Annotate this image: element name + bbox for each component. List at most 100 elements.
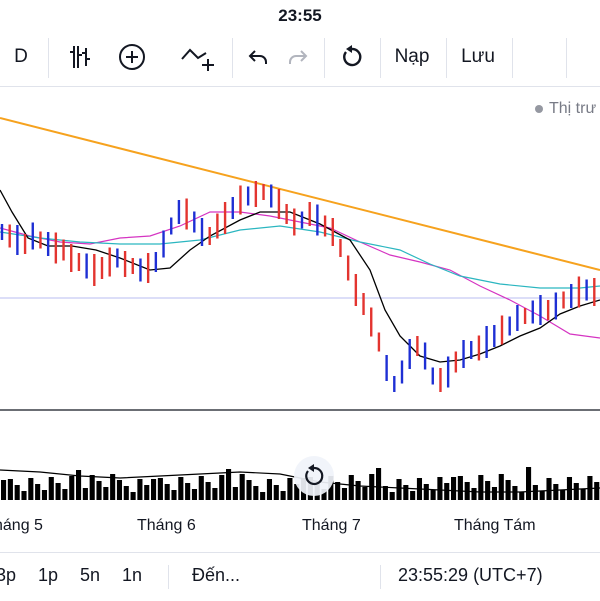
volume-bar — [76, 470, 82, 500]
volume-bar — [287, 478, 293, 500]
volume-bar — [532, 485, 538, 500]
volume-bar — [157, 478, 163, 500]
volume-bar — [123, 486, 129, 500]
volume-bar — [103, 487, 109, 500]
toolbar-divider — [446, 38, 447, 78]
volume-bar — [512, 486, 518, 500]
x-axis-label: Tháng 6 — [137, 517, 196, 534]
price-chart[interactable] — [0, 86, 600, 586]
x-axis-label: Tháng 7 — [302, 517, 361, 534]
volume-bar — [594, 482, 600, 500]
volume-bar — [539, 491, 545, 500]
volume-bar — [526, 467, 532, 500]
legend-hint[interactable]: Thị trư — [535, 100, 596, 118]
status-bar: 23:55 — [0, 0, 600, 30]
volume-bar — [478, 475, 484, 500]
range-1d-button[interactable]: 1n — [122, 565, 143, 585]
volume-bar — [335, 482, 341, 500]
price-bars — [0, 181, 596, 392]
volume-bar — [191, 489, 198, 500]
volume-bar — [273, 485, 279, 500]
bottom-divider — [380, 565, 381, 589]
volume-bar — [171, 490, 177, 500]
toolbar-divider — [232, 38, 233, 78]
volume-bar — [82, 488, 88, 500]
volume-bar — [580, 489, 586, 500]
volume-bar — [48, 477, 54, 500]
volume-bar — [89, 475, 95, 500]
volume-bar — [28, 478, 34, 500]
range-3m-button[interactable]: 3p — [0, 565, 17, 585]
volume-bar — [491, 487, 498, 500]
volume-bar — [219, 475, 225, 500]
volume-bar — [144, 485, 150, 500]
volume-bar — [35, 484, 41, 500]
range-5d-button[interactable]: 5n — [80, 565, 101, 585]
bottom-toolbar: 3p 1p 5n 1n Đến... 23:55:29 (UTC+7) — [0, 552, 600, 601]
volume-bar — [328, 476, 334, 500]
save-layout-button[interactable]: Lưu — [461, 46, 495, 67]
volume-bar — [130, 492, 136, 500]
volume-bar — [362, 487, 368, 500]
volume-bar — [485, 481, 491, 500]
go-to-date-button[interactable]: Đến... — [192, 565, 241, 585]
volume-bar — [505, 480, 511, 500]
volume-bar — [69, 476, 75, 500]
interval-button[interactable]: D — [14, 46, 28, 67]
volume-bar — [260, 492, 266, 500]
redo-icon[interactable] — [282, 30, 314, 84]
volume-bar — [239, 474, 245, 500]
add-indicator-icon[interactable] — [114, 30, 150, 84]
reload-icon[interactable] — [336, 30, 368, 84]
timezone-clock[interactable]: 23:55:29 (UTC+7) — [398, 565, 543, 585]
undo-icon[interactable] — [242, 30, 274, 84]
volume-bar — [389, 492, 395, 500]
volume-bar — [423, 484, 429, 500]
volume-bar — [519, 492, 525, 500]
volume-bar — [232, 487, 238, 500]
volume-bar — [178, 477, 184, 500]
volume-bar — [55, 483, 61, 500]
volume-bar — [566, 477, 573, 500]
trend-line — [0, 117, 600, 271]
reset-chart-button[interactable] — [294, 456, 334, 496]
status-time: 23:55 — [278, 6, 322, 25]
chart-toolbar: D Nạp — [0, 30, 600, 84]
volume-bar — [1, 480, 7, 500]
volume-bar — [164, 484, 170, 500]
volume-bar — [498, 474, 504, 500]
volume-bar — [62, 489, 68, 500]
volume-bar — [266, 479, 273, 500]
indicators-icon[interactable] — [176, 30, 220, 84]
volume-bar — [137, 479, 143, 500]
volume-bar — [457, 476, 463, 500]
volume-bar — [294, 484, 300, 500]
volume-bar — [280, 491, 286, 500]
toolbar-divider — [380, 38, 381, 78]
volume-bar — [185, 483, 191, 500]
volume-bar — [96, 481, 102, 500]
volume-bar — [444, 483, 450, 500]
volume-bar — [321, 489, 327, 500]
volume-bar — [382, 486, 388, 500]
volume-bar — [226, 469, 232, 500]
volume-bar — [7, 479, 13, 500]
bottom-divider — [168, 565, 169, 589]
volume-bar — [471, 488, 477, 500]
moving-average-slow — [0, 211, 600, 339]
range-1m-button[interactable]: 1p — [38, 565, 59, 585]
volume-bar — [21, 491, 27, 500]
bar-style-icon[interactable] — [62, 30, 98, 84]
toolbar-divider — [566, 38, 567, 78]
volume-bar — [410, 491, 416, 500]
volume-bar — [246, 480, 252, 500]
reset-icon — [305, 464, 324, 486]
volume-bar — [341, 488, 348, 500]
volume-bar — [205, 482, 211, 500]
load-layout-button[interactable]: Nạp — [394, 46, 430, 67]
volume-bar — [198, 476, 204, 500]
toolbar-divider — [48, 38, 49, 78]
volume-bar — [560, 490, 566, 500]
volume-bar — [151, 479, 157, 500]
volume-bar — [348, 475, 354, 500]
